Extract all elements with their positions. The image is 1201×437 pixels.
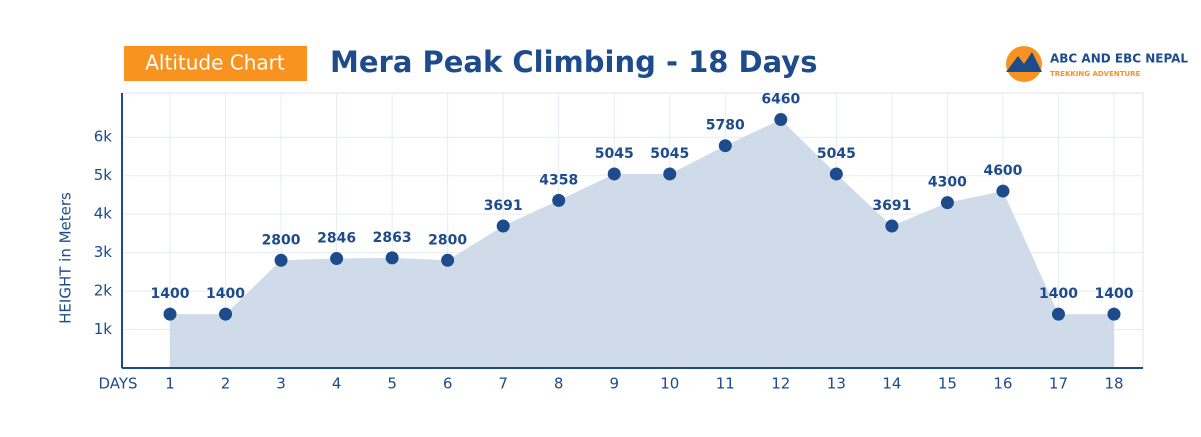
x-tick-label: 14	[882, 375, 901, 393]
value-label: 2800	[428, 232, 467, 248]
value-label: 2863	[373, 230, 412, 246]
brand: ABC AND EBC NEPAL	[1050, 52, 1188, 66]
value-label: 1400	[1095, 286, 1134, 302]
point	[163, 307, 177, 321]
value-label: 6460	[761, 92, 800, 108]
brand-tagline: TREKKING ADVENTURE	[1050, 70, 1141, 78]
value-label: 3691	[484, 198, 523, 214]
point	[663, 167, 677, 181]
x-tick-label: 18	[1104, 375, 1123, 393]
value-label: 4600	[983, 163, 1022, 179]
x-tick-label: 12	[771, 375, 790, 393]
x-tick-label: 15	[938, 375, 957, 393]
point	[829, 167, 843, 181]
point	[330, 252, 344, 266]
value-label: 1400	[206, 286, 245, 302]
point	[718, 139, 732, 153]
value-label: 3691	[872, 198, 911, 214]
x-tick-label: 17	[1049, 375, 1068, 393]
point	[1107, 307, 1121, 321]
x-tick-label: 11	[716, 375, 735, 393]
y-tick-label: 3k	[94, 243, 113, 261]
value-label: 5045	[817, 146, 856, 162]
value-label: 1400	[151, 286, 190, 302]
y-tick-label: 5k	[94, 166, 113, 184]
x-tick-label: 6	[443, 375, 453, 393]
value-label: 4358	[539, 172, 578, 188]
x-tick-label: 7	[498, 375, 508, 393]
area	[170, 119, 1114, 369]
value-label: 2846	[317, 231, 356, 247]
y-tick-label: 6k	[94, 128, 113, 146]
x-tick-label: 1	[165, 375, 175, 393]
point	[441, 253, 455, 267]
point	[607, 167, 621, 181]
value-label: 2800	[262, 232, 301, 248]
y-tick-label: 2k	[94, 282, 113, 300]
y-axis-label: HEIGHT in Meters	[57, 192, 75, 324]
value-label: 5045	[650, 146, 689, 162]
x-tick-label: 5	[387, 375, 397, 393]
y-tick-label: 4k	[94, 205, 113, 223]
logo-mountain	[1006, 52, 1042, 72]
badge-bg	[124, 46, 307, 81]
x-tick-label: 4	[332, 375, 342, 393]
badge: Altitude Chart	[145, 51, 285, 75]
point	[219, 307, 233, 321]
x-tick-label: 13	[827, 375, 846, 393]
value-label: 5045	[595, 146, 634, 162]
x-tick-label: 16	[993, 375, 1012, 393]
point	[1051, 307, 1065, 321]
point	[274, 253, 288, 267]
point	[885, 219, 899, 233]
value-label: 5780	[706, 118, 745, 134]
y-tick-label: 1k	[94, 320, 113, 338]
point	[496, 219, 510, 233]
value-label: 1400	[1039, 286, 1078, 302]
point	[385, 251, 399, 265]
point	[940, 196, 954, 210]
logo: ABC AND EBC NEPAL TREKKING ADVENTURE	[1006, 46, 1188, 82]
x-tick-label: 8	[554, 375, 564, 393]
x-tick-label: 9	[609, 375, 619, 393]
point	[774, 113, 788, 127]
point	[552, 193, 566, 207]
chart-title: Mera Peak Climbing - 18 Days	[330, 45, 817, 79]
x-axis-label: DAYS	[98, 375, 137, 393]
point	[996, 184, 1010, 198]
x-tick-label: 2	[221, 375, 231, 393]
x-tick-label: 10	[660, 375, 679, 393]
x-tick-label: 3	[276, 375, 286, 393]
value-label: 4300	[928, 175, 967, 191]
